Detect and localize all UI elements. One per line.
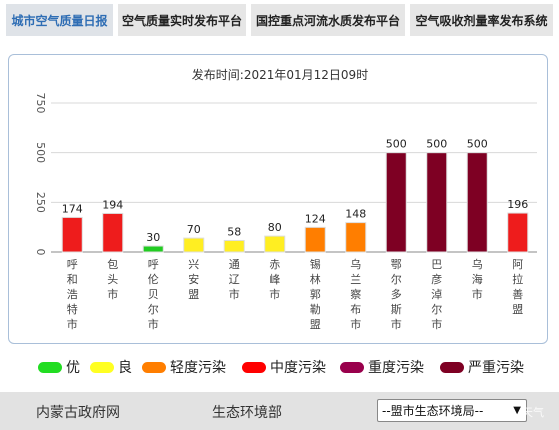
legend-label: 严重污染	[468, 360, 524, 376]
bar-value-label: 124	[305, 212, 326, 225]
aqi-bar-chart: 发布时间:2021年01月12日09时 0 250 500 750 174 194 30 7…	[34, 67, 537, 331]
x-tick-label: 乌兰察布市	[350, 257, 361, 331]
y-tick-label: 750	[34, 93, 47, 114]
tab-bar: 城市空气质量日报 空气质量实时发布平台 国控重点河流水质发布平台 空气吸收剂量率…	[0, 0, 559, 44]
x-tick-label: 巴彦淖尔市	[431, 258, 442, 331]
legend-label: 中度污染	[270, 360, 326, 376]
select-value: --盟市生态环境局--	[382, 404, 484, 418]
footer-link-ministry-ecology[interactable]: 生态环境部	[212, 405, 282, 421]
bar-value-label: 500	[386, 138, 407, 151]
tab-river-water-quality[interactable]: 国控重点河流水质发布平台	[251, 4, 405, 36]
x-tick-label: 包头市	[107, 258, 118, 301]
y-tick-label: 0	[34, 249, 47, 256]
footer-link-inner-mongolia-gov[interactable]: 内蒙古政府网	[36, 405, 120, 421]
x-tick-label: 鄂尔多斯市	[391, 258, 402, 331]
x-tick-label: 通辽市	[229, 258, 240, 301]
legend-label: 轻度污染	[170, 360, 226, 376]
chart-title: 发布时间:2021年01月12日09时	[192, 67, 368, 82]
bar[interactable]	[304, 226, 326, 253]
bar-value-label: 148	[345, 208, 366, 221]
bar[interactable]	[102, 212, 124, 253]
x-tick-label: 乌海市	[472, 257, 483, 301]
footer-bar: 内蒙古政府网 生态环境部 --盟市生态环境局-- ▼ 天气	[0, 392, 559, 430]
bar-value-label: 30	[146, 231, 160, 244]
legend-item-heavy-pollution: 重度污染	[340, 358, 424, 376]
chart-gridlines	[51, 102, 537, 253]
bar[interactable]	[264, 235, 286, 253]
x-tick-label: 赤峰市	[269, 258, 280, 301]
y-tick-label: 500	[34, 142, 47, 163]
legend-item-moderate-pollution: 中度污染	[242, 358, 326, 376]
tab-realtime-platform[interactable]: 空气质量实时发布平台	[118, 4, 246, 36]
bar[interactable]	[507, 212, 529, 253]
tab-absorbed-dose-rate[interactable]: 空气吸收剂量率发布系统	[410, 4, 553, 36]
x-tick-label: 阿拉善盟	[512, 258, 523, 316]
legend-swatch	[142, 361, 166, 373]
bar-value-label: 196	[507, 198, 528, 211]
chevron-down-icon: ▼	[513, 405, 521, 416]
bar-value-label: 500	[426, 138, 447, 151]
legend-item-severe-pollution: 严重污染	[440, 358, 524, 376]
legend-item-light-pollution: 轻度污染	[142, 358, 226, 376]
bar[interactable]	[426, 152, 448, 253]
x-tick-label: 锡林郭勒盟	[310, 257, 321, 331]
bar-value-label: 500	[467, 138, 488, 151]
x-tick-label: 呼和浩特市	[67, 258, 78, 331]
legend-label: 优	[66, 360, 80, 376]
bar-value-label: 80	[268, 221, 282, 234]
bar[interactable]	[61, 216, 83, 253]
bar[interactable]	[466, 152, 488, 253]
bar[interactable]	[385, 152, 407, 253]
watermark-text: 天气	[522, 406, 544, 419]
y-axis: 0 250 500 750	[34, 93, 47, 256]
bar[interactable]	[183, 237, 205, 253]
legend-item-good: 良	[90, 358, 132, 376]
chart-legend: 优 良 轻度污染 中度污染 重度污染 严重污染	[0, 352, 559, 382]
bar-value-label: 194	[102, 198, 123, 211]
legend-swatch	[340, 361, 364, 373]
chart-bars	[61, 152, 529, 253]
legend-label: 良	[118, 360, 132, 376]
legend-swatch	[90, 361, 114, 373]
legend-label: 重度污染	[368, 360, 424, 376]
bar-value-label: 58	[227, 225, 241, 238]
legend-swatch	[242, 361, 266, 373]
legend-swatch	[440, 361, 464, 373]
bar[interactable]	[345, 222, 367, 253]
y-tick-label: 250	[34, 192, 47, 213]
x-axis-labels: 呼和浩特市 包头市 呼伦贝尔市 兴安盟 通辽市 赤峰市 锡林郭勒盟 乌兰察布市 鄂尔多斯市 巴彦淖…	[67, 257, 524, 331]
x-tick-label: 兴安盟	[188, 258, 199, 301]
aqi-chart-panel: 发布时间:2021年01月12日09时 0 250 500 750 174 194 30 7…	[8, 54, 548, 344]
bar[interactable]	[223, 239, 245, 253]
bar-value-label: 174	[62, 202, 83, 215]
tab-city-daily-report[interactable]: 城市空气质量日报	[6, 4, 113, 36]
chart-value-labels: 174 194 30 70 58 80 124 148 500 500 500 196	[62, 138, 529, 244]
legend-item-excellent: 优	[38, 358, 80, 376]
bar-value-label: 70	[187, 223, 201, 236]
bar[interactable]	[142, 245, 164, 253]
x-tick-label: 呼伦贝尔市	[148, 258, 159, 331]
league-city-bureau-select[interactable]: --盟市生态环境局-- ▼	[377, 399, 527, 422]
legend-swatch	[38, 361, 62, 373]
